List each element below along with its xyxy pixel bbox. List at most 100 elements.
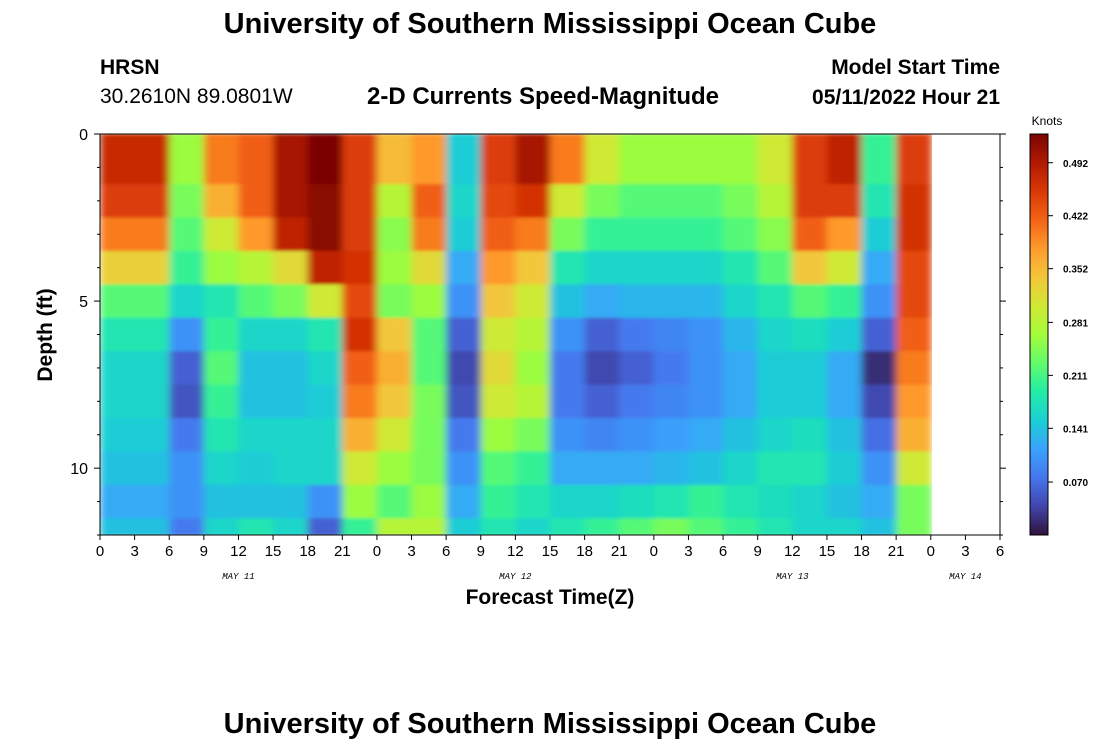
heatmap-cell [203,217,240,252]
heatmap-cell [826,317,863,353]
heatmap-cell [826,134,863,186]
heatmap-cell [792,184,828,219]
colorbar-tick-label: 0.141 [1063,424,1088,435]
heatmap-cell [376,250,413,286]
heatmap-cell [757,317,794,353]
heatmap-cell [100,384,171,420]
x-tick-label: 9 [200,543,208,560]
heatmap-cell [792,351,828,386]
heatmap-cell [203,418,240,453]
heatmap-cell [100,518,171,535]
heatmap-cell [619,518,655,535]
heatmap-cell [342,250,378,286]
heatmap-cell [376,284,413,319]
heatmap-cell [688,284,725,319]
x-tick-label: 6 [719,543,727,560]
heatmap-cell [376,384,413,420]
heatmap-cell [653,184,690,219]
heatmap-cell [446,351,482,386]
heatmap-cell [688,184,725,219]
heatmap-cell [342,284,378,319]
x-tick-label: 15 [265,543,282,560]
heatmap-cell [169,484,205,520]
heatmap-cell [480,484,517,520]
heatmap-cell [376,351,413,386]
heatmap-cell [861,518,898,535]
heatmap-cell [723,217,759,252]
heatmap-cell [203,518,240,535]
heatmap-cell [238,317,275,353]
heatmap-cell [792,284,828,319]
heatmap-cell [342,134,378,186]
date-label: MAY 11 [222,572,254,582]
heatmap-cell [376,217,413,252]
x-tick-label: 18 [853,543,870,560]
heatmap-cell [653,384,690,420]
heatmap-cell [896,418,932,453]
heatmap-cell [792,451,828,486]
heatmap-cell [688,250,725,286]
colorbar-tick-label: 0.281 [1063,318,1088,329]
heatmap-cell [861,418,898,453]
heatmap-cell [688,418,725,453]
heatmap-cell [480,184,517,219]
heatmap-cell [273,418,309,453]
heatmap-cell [653,351,690,386]
heatmap-cell [619,418,655,453]
heatmap-cell [376,484,413,520]
heatmap-cell [238,284,275,319]
heatmap-cell [515,284,551,319]
heatmap-cell [169,134,205,186]
heatmap-cell [688,518,725,535]
heatmap-cell [273,317,309,353]
heatmap-cell [100,484,171,520]
heatmap-cell [203,134,240,186]
heatmap-cell [515,418,551,453]
heatmap-cell [723,317,759,353]
heatmap-cell [238,384,275,420]
heatmap-cell [411,518,448,535]
x-tick-label: 21 [334,543,351,560]
heatmap-cell [896,134,932,186]
heatmap-cell [619,351,655,386]
x-tick-label: 18 [576,543,593,560]
heatmap-cell [896,451,932,486]
heatmap-cell [896,284,932,319]
heatmap-cell [411,250,448,286]
colorbar-tick-label: 0.070 [1063,478,1088,489]
x-tick-label: 3 [130,543,138,560]
y-tick-label: 10 [70,461,88,478]
heatmap-cell [550,451,586,486]
x-tick-label: 6 [165,543,173,560]
heatmap-cell [688,351,725,386]
heatmap-cell [238,518,275,535]
station-coordinates: 30.2610N 89.0801W [100,85,293,108]
heatmap-cell [480,384,517,420]
heatmap-cell [411,317,448,353]
heatmap-cell [619,217,655,252]
heatmap-cell [550,384,586,420]
x-tick-label: 0 [927,543,935,560]
heatmap-cell [792,317,828,353]
heatmap-cell [446,484,482,520]
heatmap-cell [653,217,690,252]
heatmap-cell [896,317,932,353]
heatmap-cell [688,134,725,186]
heatmap-cell [896,351,932,386]
heatmap-cell [342,317,378,353]
heatmap-cell [376,518,413,535]
heatmap-cell [342,384,378,420]
x-tick-label: 15 [819,543,836,560]
heatmap-cell [100,418,171,453]
heatmap-cell [307,184,344,219]
heatmap-cell [411,184,448,219]
heatmap-cell [723,451,759,486]
heatmap-cell [273,384,309,420]
heatmap-cell [273,518,309,535]
heatmap-cell [238,451,275,486]
heatmap-cell [307,418,344,453]
heatmap-cell [896,250,932,286]
heatmap-cell [757,384,794,420]
chart-title: University of Southern Mississippi Ocean… [223,8,877,40]
heatmap-cell [100,184,171,219]
